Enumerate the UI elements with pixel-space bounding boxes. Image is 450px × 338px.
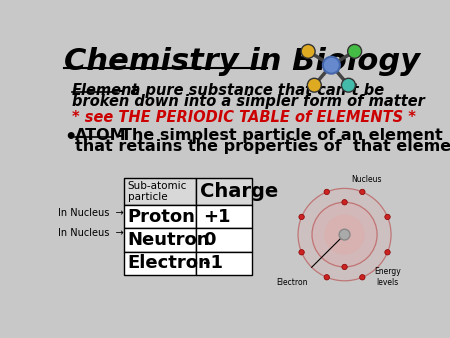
Circle shape — [323, 57, 340, 74]
Circle shape — [312, 202, 377, 267]
Circle shape — [299, 249, 304, 255]
Text: Neutron: Neutron — [127, 231, 210, 249]
Circle shape — [385, 214, 390, 220]
Circle shape — [324, 189, 329, 195]
Text: that retains the properties of  that element: that retains the properties of that elem… — [75, 139, 450, 154]
FancyBboxPatch shape — [196, 228, 252, 251]
Text: broken down into a simpler form of matter: broken down into a simpler form of matte… — [72, 94, 425, 110]
Circle shape — [385, 249, 390, 255]
Circle shape — [299, 214, 304, 220]
Text: Charge: Charge — [200, 182, 279, 201]
Text: Electron: Electron — [127, 254, 212, 272]
FancyBboxPatch shape — [196, 251, 252, 275]
Circle shape — [342, 199, 347, 205]
Circle shape — [339, 229, 350, 240]
Circle shape — [360, 274, 365, 280]
Text: Element: Element — [72, 83, 139, 98]
Text: +1: +1 — [203, 208, 231, 226]
Circle shape — [324, 215, 364, 255]
Circle shape — [307, 78, 321, 92]
Text: Electron: Electron — [276, 277, 308, 287]
Text: Sub-atomic
particle: Sub-atomic particle — [127, 181, 187, 202]
Text: -1: -1 — [203, 254, 224, 272]
FancyBboxPatch shape — [125, 251, 196, 275]
Circle shape — [298, 188, 391, 281]
Text: ATOM: ATOM — [75, 127, 126, 143]
Text: Nucleus: Nucleus — [351, 175, 381, 184]
Text: •: • — [64, 127, 76, 147]
Text: In Nucleus  →: In Nucleus → — [58, 209, 124, 218]
FancyBboxPatch shape — [125, 178, 196, 206]
Text: Chemistry in Biology: Chemistry in Biology — [64, 47, 420, 76]
Text: Energy
levels: Energy levels — [374, 267, 400, 287]
Text: In Nucleus  →: In Nucleus → — [58, 228, 124, 238]
FancyBboxPatch shape — [196, 178, 252, 206]
FancyBboxPatch shape — [125, 206, 196, 228]
Circle shape — [324, 274, 329, 280]
Circle shape — [348, 44, 362, 58]
FancyBboxPatch shape — [125, 228, 196, 251]
FancyBboxPatch shape — [196, 206, 252, 228]
Circle shape — [360, 189, 365, 195]
Circle shape — [342, 264, 347, 270]
Text: Proton: Proton — [127, 208, 195, 226]
Text: 0: 0 — [203, 231, 216, 249]
Text: -The simplest particle of an element: -The simplest particle of an element — [111, 127, 443, 143]
Text: * see THE PERIODIC TABLE of ELEMENTS *: * see THE PERIODIC TABLE of ELEMENTS * — [72, 110, 416, 125]
Text: – a pure substance that can’t be: – a pure substance that can’t be — [118, 83, 384, 98]
Circle shape — [342, 78, 356, 92]
Circle shape — [301, 44, 315, 58]
